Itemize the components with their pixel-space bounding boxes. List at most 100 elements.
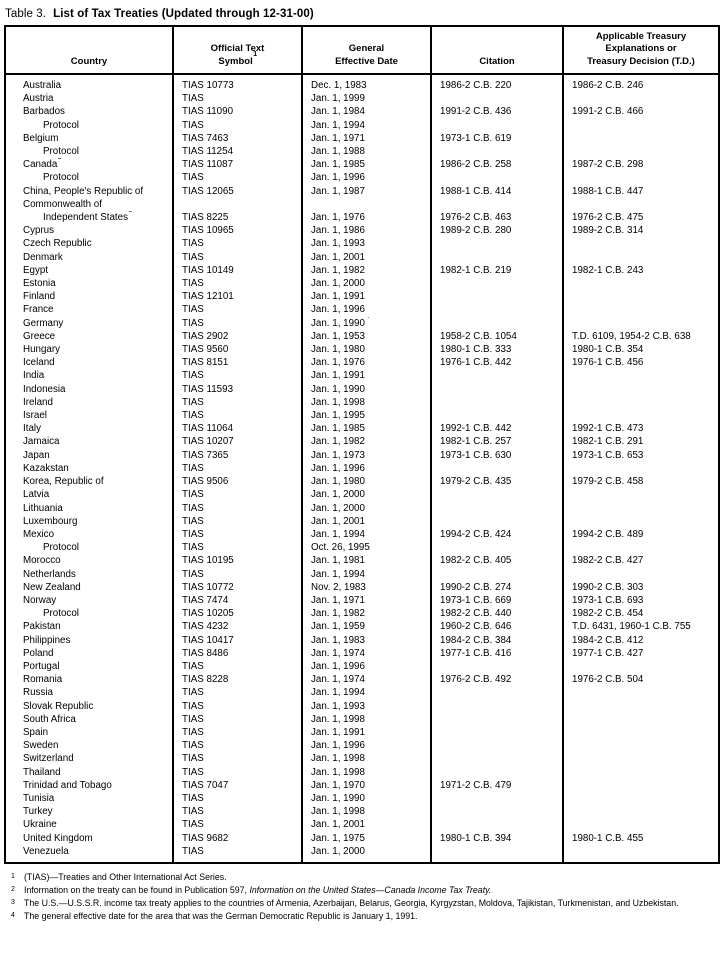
treasury-decision-cell: T.D. 6109, 1954-2 C.B. 638 (562, 329, 719, 344)
effective-date-cell: Jan. 1, 1959 (301, 620, 431, 634)
country-cell: Philippines (23, 634, 71, 646)
table-row: Greece TIAS 2902 Jan. 1, 1953 1958-2 C.B. 1… (5, 329, 719, 344)
treasury-decision-cell (562, 778, 719, 792)
effective-date-cell: Jan. 1, 1998 (301, 712, 431, 726)
official-text-symbol-cell: TIAS (172, 409, 302, 423)
effective-date-cell: Jan. 1, 2001 (301, 514, 431, 528)
table-row: Austria TIAS Jan. 1, 1999 (5, 92, 719, 106)
treasury-decision-cell (562, 395, 719, 410)
footnote-text: The general effective date for the area … (24, 910, 418, 921)
treasury-decision-cell (562, 699, 719, 713)
official-text-symbol-cell: TIAS (172, 752, 302, 766)
citation-cell (430, 501, 563, 515)
treasury-decision-cell: 1989-2 C.B. 314 (562, 224, 719, 238)
treasury-decision-cell (562, 501, 719, 515)
citation-cell (430, 567, 563, 581)
official-text-symbol-cell: TIAS (172, 686, 302, 700)
treasury-decision-cell (562, 712, 719, 726)
citation-cell (430, 541, 563, 555)
country-cell: Iceland (23, 357, 55, 369)
official-text-symbol-cell: TIAS (172, 541, 302, 555)
effective-date-cell: Jan. 1, 1974 (301, 673, 431, 687)
effective-date-cell: Jan. 1, 1970 (301, 778, 431, 792)
country-cell: Greece (23, 330, 56, 342)
table-row: Belgium TIAS 7463 Jan. 1, 1971 1973-1 C.B. … (5, 131, 719, 146)
treasury-decision-cell: 1984-2 C.B. 412 (562, 633, 719, 647)
country-cell: Belgium (23, 132, 59, 144)
table-row: Ukraine TIAS Jan. 1, 2001 (5, 818, 719, 832)
country-cell: Sweden (23, 740, 59, 752)
table-row: Hungary TIAS 9560 Jan. 1, 1980 1980-1 C.B. … (5, 343, 719, 357)
official-text-symbol-cell: TIAS 7365 (172, 448, 302, 462)
footnote-text: The U.S.—U.S.S.R. income tax treaty appl… (24, 897, 679, 908)
official-text-symbol-cell: TIAS (172, 118, 302, 132)
table-row: Thailand TIAS Jan. 1, 1998 (5, 765, 719, 779)
country-cell: Portugal (23, 660, 60, 672)
country-cell: China, People's Republic of (23, 185, 144, 197)
treasury-decision-cell: 1988-1 C.B. 447 (562, 184, 719, 198)
official-text-symbol-cell: TIAS (172, 791, 302, 806)
citation-cell (430, 145, 563, 159)
country-cell: Japan (23, 449, 50, 461)
citation-cell (430, 699, 563, 713)
official-text-symbol-cell: TIAS 7474 (172, 593, 302, 608)
citation-cell: 1982-1 C.B. 219 (430, 263, 563, 278)
official-text-symbol-cell: TIAS 12065 (172, 184, 302, 198)
footnote-marker: 3 (128, 211, 132, 214)
country-cell: Commonwealth of (23, 198, 102, 210)
table-row: Switzerland TIAS Jan. 1, 1998 (5, 752, 719, 766)
treasury-decision-cell (562, 131, 719, 146)
citation-cell (430, 290, 563, 304)
official-text-symbol-cell: TIAS 10417 (172, 633, 302, 647)
treasury-decision-cell (562, 118, 719, 132)
effective-date-cell: Jan. 1, 1971 (301, 131, 431, 146)
table-row: Protocol TIAS Oct. 26, 1995 (5, 541, 719, 555)
effective-date-cell: Jan. 1, 1996 (301, 171, 431, 185)
effective-date-cell: Jan. 1, 1993 (301, 699, 431, 713)
official-text-symbol-cell: TIAS 10195 (172, 554, 302, 568)
table-row: United Kingdom TIAS 9682 Jan. 1, 1975 1980-… (5, 831, 719, 845)
table-row: India TIAS Jan. 1, 1991 (5, 369, 719, 383)
effective-date-cell: Jan. 1, 2001 (301, 250, 431, 264)
table-row: Finland TIAS 12101 Jan. 1, 1991 (5, 290, 719, 304)
footnote-number: 3 (11, 898, 15, 906)
country-cell: Indonesia (23, 383, 66, 395)
official-text-symbol-cell: TIAS 11593 (172, 382, 302, 396)
table-row: Indonesia TIAS 11593 Jan. 1, 1990 (5, 382, 719, 396)
citation-cell (430, 805, 563, 819)
official-text-symbol-cell: TIAS 11087 (172, 158, 302, 172)
treasury-decision-cell (562, 461, 719, 476)
country-cell: Hungary (23, 344, 61, 356)
official-text-symbol-cell: TIAS 4232 (172, 620, 302, 634)
table-row: Egypt TIAS 10149 Jan. 1, 1982 1982-1 C.B. 2… (5, 263, 719, 278)
citation-cell: 1976-2 C.B. 463 (430, 211, 563, 225)
table-row: Iceland TIAS 8151 Jan. 1, 1976 1976-1 C.B. … (5, 356, 719, 370)
treasury-decision-cell (562, 791, 719, 806)
country-cell: Russia (23, 687, 53, 699)
treasury-decision-cell (562, 197, 719, 212)
treasury-decision-cell: T.D. 6431, 1960-1 C.B. 755 (562, 620, 719, 634)
effective-date-cell: Jan. 1, 2000 (301, 277, 431, 291)
country-cell: Egypt (23, 264, 49, 276)
treasury-decision-cell: 1973-1 C.B. 653 (562, 448, 719, 462)
country-cell: Slovak Republic (23, 700, 94, 712)
citation-cell (430, 791, 563, 806)
table-title-text: List of Tax Treaties (Updated through 12… (53, 8, 314, 20)
country-cell: Ukraine (23, 819, 57, 831)
country-cell: Morocco (23, 555, 61, 567)
table-row: Estonia TIAS Jan. 1, 2000 (5, 277, 719, 291)
effective-date-cell: Jan. 1, 1986 (301, 224, 431, 238)
citation-cell: 1986-2 C.B. 220 (430, 74, 563, 93)
citation-cell (430, 765, 563, 779)
treaty-table-body: Australia TIAS 10773 Dec. 1, 1983 1986-2 C.… (5, 74, 719, 863)
official-text-symbol-cell: TIAS (172, 501, 302, 515)
official-text-symbol-cell: TIAS 12101 (172, 290, 302, 304)
table-row: China, People's Republic of TIAS 12065 Jan… (5, 184, 719, 198)
effective-date-cell: Jan. 1, 1996 (301, 739, 431, 753)
effective-date-cell: Jan. 1, 1990 (301, 791, 431, 806)
country-cell: Netherlands (23, 568, 76, 580)
table-row: Luxembourg TIAS Jan. 1, 2001 (5, 514, 719, 528)
citation-cell (430, 277, 563, 291)
treasury-decision-cell (562, 277, 719, 291)
